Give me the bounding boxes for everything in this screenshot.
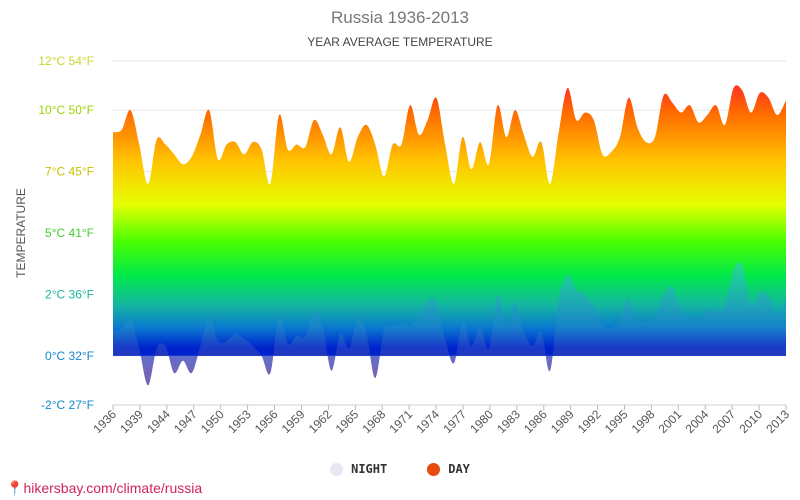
day-legend-dot bbox=[427, 462, 441, 476]
x-tick-label: 1953 bbox=[225, 407, 254, 436]
x-tick-label: 1995 bbox=[602, 407, 631, 436]
y-tick-label: 2°C 36°F bbox=[45, 287, 94, 301]
x-tick-label: 2013 bbox=[763, 407, 792, 436]
y-tick-label: 7°C 45°F bbox=[45, 165, 94, 179]
y-tick-label: 10°C 50°F bbox=[38, 103, 94, 117]
x-tick-label: 1944 bbox=[144, 407, 173, 436]
legend-item-day[interactable]: DAY bbox=[427, 462, 470, 476]
series-night-area bbox=[113, 261, 786, 386]
x-tick-label: 1983 bbox=[494, 407, 523, 436]
x-tick-label: 1959 bbox=[279, 407, 308, 436]
legend-label-night: NIGHT bbox=[351, 462, 388, 476]
y-tick-label: 12°C 54°F bbox=[38, 54, 94, 68]
y-tick-label: -2°C 27°F bbox=[41, 398, 94, 412]
x-tick-label: 1950 bbox=[198, 407, 227, 436]
x-tick-label: 1965 bbox=[333, 407, 362, 436]
x-tick-label: 1947 bbox=[171, 407, 200, 436]
x-tick-label: 1986 bbox=[521, 407, 550, 436]
legend-label-day: DAY bbox=[448, 462, 470, 476]
x-tick-label: 2001 bbox=[656, 407, 685, 436]
y-axis-label: TEMPERATURE bbox=[14, 188, 28, 278]
x-tick-label: 1977 bbox=[440, 407, 469, 436]
x-tick-label: 2010 bbox=[736, 407, 765, 436]
x-tick-label: 1971 bbox=[386, 407, 415, 436]
chart-title: Russia 1936-2013 bbox=[331, 8, 469, 27]
x-tick-label: 1998 bbox=[629, 407, 658, 436]
x-tick-label: 2004 bbox=[683, 407, 712, 436]
chart-subtitle: YEAR AVERAGE TEMPERATURE bbox=[307, 35, 493, 49]
legend-item-night[interactable]: NIGHT bbox=[330, 462, 387, 476]
watermark-link[interactable]: 📍hikersbay.com/climate/russia bbox=[6, 480, 202, 497]
y-tick-label: 5°C 41°F bbox=[45, 226, 94, 240]
x-tick-label: 1956 bbox=[252, 407, 281, 436]
y-tick-label: 0°C 32°F bbox=[45, 349, 94, 363]
x-tick-label: 1980 bbox=[467, 407, 496, 436]
x-tick-label: 1939 bbox=[117, 407, 146, 436]
x-tick-label: 1989 bbox=[548, 407, 577, 436]
x-tick-label: 1992 bbox=[575, 407, 604, 436]
x-tick-label: 1974 bbox=[413, 407, 442, 436]
night-legend-dot bbox=[330, 462, 344, 476]
x-tick-label: 2007 bbox=[709, 407, 738, 436]
location-pin-icon: 📍 bbox=[6, 480, 24, 496]
x-tick-label: 1968 bbox=[360, 407, 389, 436]
watermark-text: hikersbay.com/climate/russia bbox=[23, 480, 203, 496]
legend: NIGHT DAY bbox=[0, 462, 800, 476]
x-tick-label: 1936 bbox=[90, 407, 119, 436]
series-day-area bbox=[113, 85, 786, 356]
x-tick-label: 1962 bbox=[306, 407, 335, 436]
